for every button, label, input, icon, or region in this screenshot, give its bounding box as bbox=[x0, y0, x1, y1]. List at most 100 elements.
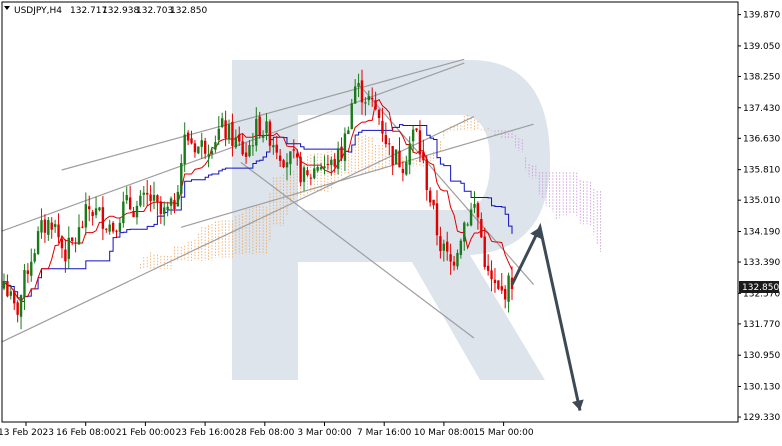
trendline bbox=[240, 161, 475, 339]
price-tick-label: 137.430 bbox=[743, 104, 780, 114]
trendline bbox=[180, 123, 534, 228]
kijun-sen-line bbox=[4, 124, 513, 302]
candle-body bbox=[251, 145, 255, 147]
candle-body bbox=[163, 207, 166, 214]
candle-body bbox=[231, 121, 234, 146]
candle-body bbox=[173, 200, 176, 209]
candle-body bbox=[101, 207, 105, 229]
candle-body bbox=[244, 152, 248, 157]
candle-body bbox=[330, 159, 333, 166]
candle-body bbox=[193, 143, 197, 153]
candle-body bbox=[411, 129, 415, 142]
candle-body bbox=[289, 151, 292, 165]
candle-body bbox=[16, 302, 19, 315]
candle-body bbox=[408, 143, 411, 165]
candle-body bbox=[217, 128, 220, 140]
candle-body bbox=[278, 155, 282, 161]
forecast-arrowhead bbox=[572, 399, 584, 411]
candle-body bbox=[166, 206, 169, 211]
candle-body bbox=[428, 190, 432, 203]
candle-body bbox=[255, 118, 258, 146]
date-tick-label: 28 Feb 08:00 bbox=[235, 428, 294, 438]
candle-body bbox=[449, 254, 452, 262]
candle-body bbox=[40, 220, 43, 233]
candle-body bbox=[405, 162, 408, 175]
candle-body bbox=[149, 194, 152, 201]
candle-body bbox=[258, 116, 261, 136]
candle-body bbox=[111, 222, 115, 232]
candle-body bbox=[238, 134, 241, 142]
candle-body bbox=[480, 218, 483, 238]
candle-body bbox=[268, 121, 272, 146]
candle-body bbox=[364, 102, 367, 104]
trendline bbox=[61, 58, 465, 171]
candle-body bbox=[186, 132, 190, 141]
candle-body bbox=[214, 142, 217, 150]
candle-body bbox=[333, 159, 336, 167]
candle-body bbox=[98, 207, 101, 211]
candle-body bbox=[282, 160, 285, 167]
candle-body bbox=[435, 203, 439, 236]
date-tick-label: 10 Mar 08:00 bbox=[414, 428, 474, 438]
candle-body bbox=[265, 121, 268, 134]
date-tick-label: 23 Feb 16:00 bbox=[176, 428, 235, 438]
candle-body bbox=[9, 291, 13, 296]
candle-body bbox=[81, 226, 84, 228]
date-tick-label: 13 Feb 2023 bbox=[0, 428, 54, 438]
time-axis: 13 Feb 2023 16 Feb 08:00 21 Feb 00:00 23 Fe… bbox=[0, 422, 534, 438]
candle-body bbox=[398, 150, 401, 168]
candle-body bbox=[490, 270, 493, 280]
date-tick-label: 15 Mar 00:00 bbox=[474, 428, 534, 438]
candle-body bbox=[115, 230, 118, 232]
header-high: 132.938 bbox=[102, 6, 139, 16]
candle-body bbox=[360, 80, 364, 103]
candle-body bbox=[357, 83, 360, 87]
candle-body bbox=[466, 224, 469, 226]
candle-body bbox=[53, 224, 57, 228]
header-open: 132.717 bbox=[70, 6, 107, 16]
current-price-box bbox=[739, 281, 779, 293]
candle-body bbox=[463, 222, 466, 242]
forecast-path bbox=[510, 222, 582, 411]
candle-body bbox=[26, 270, 30, 274]
candle-body bbox=[50, 222, 53, 230]
candle-body bbox=[456, 252, 459, 267]
candle-body bbox=[388, 143, 391, 145]
candle-body bbox=[159, 201, 163, 214]
candle-body bbox=[343, 133, 347, 161]
candle-body bbox=[176, 191, 180, 207]
price-tick-label: 139.870 bbox=[743, 11, 780, 21]
candle-body bbox=[6, 281, 9, 297]
candle-body bbox=[94, 208, 98, 216]
candle-body bbox=[391, 146, 394, 166]
candle-body bbox=[340, 146, 343, 159]
candle-body bbox=[302, 167, 306, 182]
collapse-triangle-icon[interactable] bbox=[4, 6, 10, 10]
candle-body bbox=[432, 199, 435, 206]
ichimoku-cloud bbox=[139, 114, 602, 269]
candle-body bbox=[30, 261, 33, 276]
candle-body bbox=[152, 194, 156, 201]
candle-body bbox=[261, 134, 265, 138]
forecast-arrows bbox=[510, 222, 584, 411]
candle-body bbox=[486, 265, 490, 271]
current-price-label: 132.850 bbox=[742, 283, 779, 293]
candle-body bbox=[47, 219, 50, 235]
candle-body bbox=[350, 103, 353, 130]
candle-body bbox=[415, 128, 418, 131]
watermark-logo bbox=[232, 60, 550, 380]
candle-body bbox=[446, 241, 449, 252]
candle-body bbox=[326, 164, 330, 166]
candle-body bbox=[507, 275, 510, 302]
date-tick-label: 16 Feb 08:00 bbox=[56, 428, 115, 438]
candle-body bbox=[227, 124, 231, 140]
price-tick-label: 139.050 bbox=[743, 42, 780, 52]
candle-body bbox=[401, 168, 405, 174]
candle-body bbox=[493, 279, 497, 284]
candle-body bbox=[381, 120, 384, 134]
candle-body bbox=[33, 253, 36, 262]
candle-body bbox=[84, 204, 88, 228]
candle-body bbox=[13, 290, 16, 304]
candle-body bbox=[503, 288, 507, 300]
